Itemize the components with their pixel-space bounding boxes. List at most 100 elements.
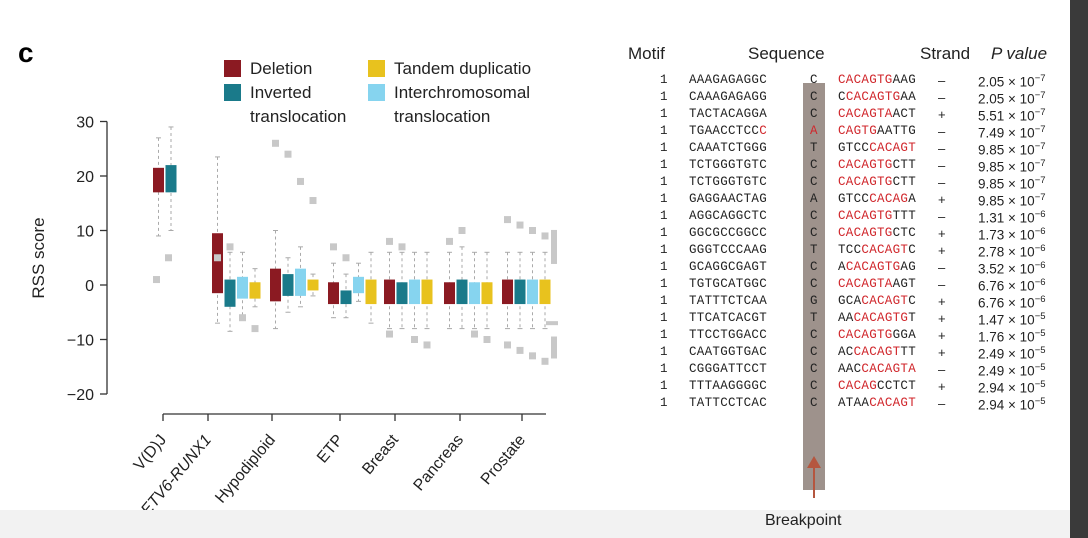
y-tick-label: −20 — [67, 387, 94, 404]
sequence-right: ACCACAGTTT — [838, 345, 917, 359]
sequence-left: TATTCCTCAC — [689, 396, 768, 410]
box-deletion — [270, 268, 281, 302]
motif-cell: 1 — [660, 362, 668, 376]
legend-tandem: Tandem duplicatio — [394, 59, 531, 78]
box-group-v-d-j — [153, 126, 177, 284]
sequence-right: AACCACAGTA — [838, 362, 917, 376]
strand-cell: + — [938, 107, 946, 122]
outlier-point — [386, 330, 393, 338]
table-row: 1 GGGTCCCAAG T TCCCACAGTC +2.78 × 10−6 — [620, 243, 1070, 260]
strand-cell: – — [938, 124, 946, 139]
table-row: 1 TGAACCTCCC A CAGTGAATTG – 7.49 × 10−7 — [620, 124, 1070, 141]
pvalue-cell: 2.49 × 10−5 — [978, 362, 1046, 379]
sequence-left: AAAGAGAGGC — [689, 73, 768, 87]
x-tick-label: ETP — [314, 432, 347, 467]
breakpoint-base: A — [810, 192, 818, 206]
outlier-point — [458, 227, 466, 234]
pvalue-cell: 9.85 × 10−7 — [978, 175, 1046, 192]
box-interchrom — [409, 279, 420, 305]
table-row: 1 TTTAAGGGGC C CACAGCCTCT +2.94 × 10−5 — [620, 379, 1070, 396]
motif-cell: 1 — [660, 192, 668, 206]
motif-cell: 1 — [660, 107, 668, 121]
breakpoint-base: C — [810, 209, 818, 223]
box-deletion — [328, 282, 339, 305]
x-tick-label: Prostate — [478, 432, 529, 489]
box-group-etp — [328, 243, 377, 324]
outlier-point — [516, 221, 524, 229]
box-tandem — [365, 279, 377, 305]
box-inverted — [340, 290, 352, 305]
table-row: 1 CAAAGAGAGG C CCACAGTGAA – 2.05 × 10−7 — [620, 90, 1070, 107]
sequence-right: CACAGTGCTC — [838, 226, 917, 240]
pvalue-cell: 2.05 × 10−7 — [978, 90, 1046, 107]
outlier-point — [504, 341, 511, 349]
outlier-point — [251, 325, 259, 333]
motif-cell: 1 — [660, 260, 668, 274]
outlier-point — [529, 352, 536, 360]
breakpoint-base: C — [810, 277, 818, 291]
strand-cell: – — [938, 209, 946, 224]
box-group-etv6-runx1 — [212, 156, 261, 333]
box-tandem — [307, 279, 319, 291]
motif-cell: 1 — [660, 209, 668, 223]
box-group-pancreas — [444, 227, 493, 343]
box-deletion — [502, 279, 513, 305]
header-pvalue: P value — [991, 44, 1048, 63]
pvalue-cell: 7.49 × 10−7 — [978, 124, 1046, 141]
header-sequence: Sequence — [748, 44, 825, 63]
outlier-point — [504, 216, 511, 224]
box-group-hypodiploid — [270, 139, 319, 330]
breakpoint-arrow-icon — [807, 456, 821, 498]
y-tick-label: 30 — [76, 115, 94, 132]
pvalue-cell: 9.85 × 10−7 — [978, 141, 1046, 158]
box-deletion — [384, 279, 395, 305]
strand-cell: + — [938, 226, 946, 241]
legend: Deletion Inverted translocation Tandem d… — [224, 59, 531, 126]
outlier-point — [309, 197, 317, 205]
motif-cell: 1 — [660, 294, 668, 308]
outlier-point — [471, 330, 478, 338]
motif-cell: 1 — [660, 379, 668, 393]
outlier-point — [541, 232, 549, 240]
table-row: 1 GCAGGCGAGT C ACACAGTGAG – 3.52 × 10−6 — [620, 260, 1070, 277]
sequence-left: TCTGGGTGTC — [689, 175, 768, 189]
motif-cell: 1 — [660, 243, 668, 257]
outlier-point — [214, 254, 221, 262]
strand-cell: – — [938, 362, 946, 377]
strand-cell: – — [938, 73, 946, 88]
y-tick-label: 20 — [76, 169, 94, 186]
box-interchrom — [295, 268, 306, 296]
motif-cell: 1 — [660, 328, 668, 342]
rss-score-chart: c Deletion Inverted translocation Tandem… — [18, 37, 558, 510]
breakpoint-base: T — [810, 141, 818, 155]
sequence-right: ACACAGTGAG — [838, 260, 917, 274]
table-row: 1 TACTACAGGA C CACAGTAACT +5.51 × 10−7 — [620, 107, 1070, 124]
legend-interchrom-1: Interchromosomal — [394, 83, 530, 102]
table-row: 1 TCTGGGTGTC C CACAGTGCTT – 9.85 × 10−7 — [620, 175, 1070, 192]
legend-swatch-deletion — [224, 60, 241, 77]
header-motif: Motif — [628, 44, 665, 63]
sequence-left: TATTTCTCAA — [689, 294, 768, 308]
box-deletion — [444, 282, 455, 305]
table-row: 1 AGGCAGGCTC C CACAGTGTTT – 1.31 × 10−6 — [620, 209, 1070, 226]
sequence-left: TTTAAGGGGC — [689, 379, 768, 393]
box-interchrom — [469, 282, 480, 305]
y-tick-label: −10 — [67, 333, 94, 350]
sequence-left: TCTGGGTGTC — [689, 158, 768, 172]
outlier-point — [423, 341, 431, 349]
breakpoint-base: C — [810, 158, 818, 172]
table-row: 1 TTCATCACGT T AACACAGTGT +1.47 × 10−5 — [620, 311, 1070, 328]
pvalue-cell: 6.76 × 10−6 — [978, 277, 1046, 294]
legend-swatch-inverted — [224, 84, 241, 101]
outlier-column — [551, 229, 557, 264]
plot-area — [153, 126, 558, 365]
sequence-left: TACTACAGGA — [689, 107, 768, 121]
box-inverted — [224, 279, 236, 307]
legend-inverted-2: translocation — [250, 107, 346, 126]
breakpoint-base: C — [810, 73, 818, 87]
motif-cell: 1 — [660, 175, 668, 189]
strand-cell: – — [938, 175, 946, 190]
table-row: 1 AAAGAGAGGC C CACAGTGAAG – 2.05 × 10−7 — [620, 73, 1070, 90]
sequence-right: CACAGCCTCT — [838, 379, 917, 393]
outlier-point — [541, 357, 549, 365]
